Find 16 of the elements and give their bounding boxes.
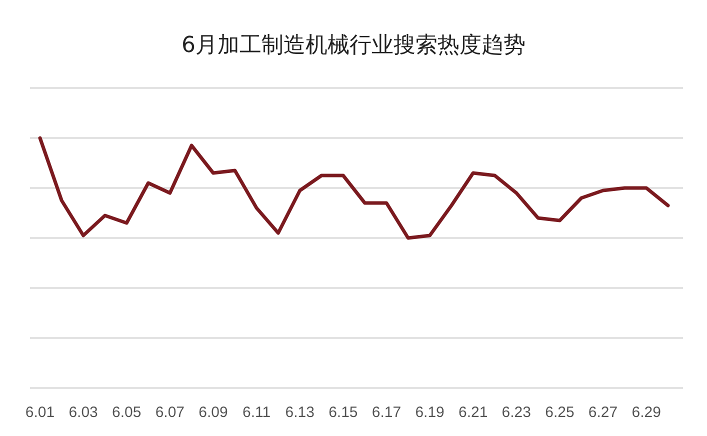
x-tick-label: 6.09 [198, 404, 228, 421]
chart-title: 6月加工制造机械行业搜索热度趋势 [182, 33, 526, 58]
x-tick-label: 6.25 [545, 404, 574, 421]
x-tick-label: 6.11 [242, 404, 271, 421]
x-tick-label: 6.27 [588, 404, 618, 421]
x-tick-label: 6.15 [328, 404, 358, 421]
x-tick-label: 6.01 [25, 404, 55, 421]
x-tick-label: 6.29 [632, 404, 661, 421]
x-tick-label: 6.21 [458, 404, 488, 421]
x-tick-label: 6.05 [112, 404, 142, 421]
x-tick-label: 6.23 [502, 404, 532, 421]
x-tick-label: 6.19 [415, 404, 444, 421]
x-tick-label: 6.17 [372, 404, 402, 421]
x-tick-label: 6.07 [155, 404, 185, 421]
x-tick-label: 6.13 [285, 404, 314, 421]
x-tick-label: 6.03 [68, 404, 98, 421]
